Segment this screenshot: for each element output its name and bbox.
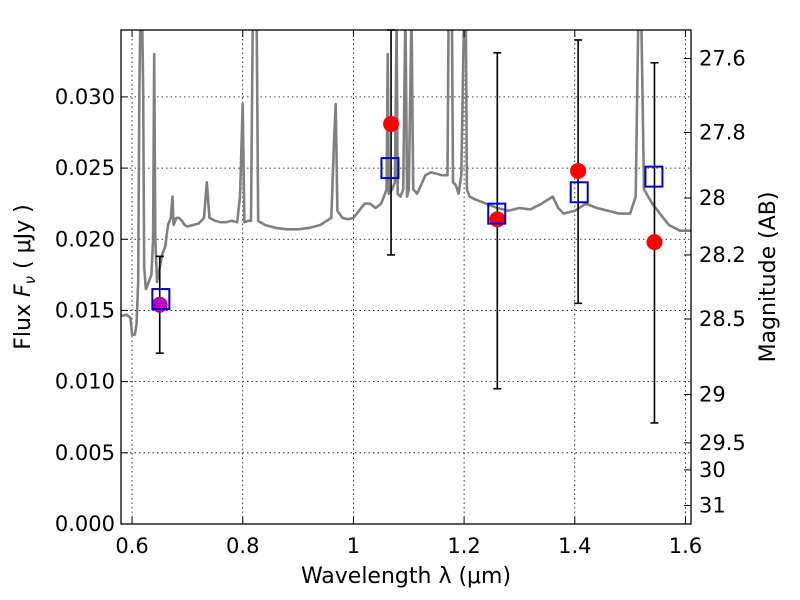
right-tick-label: 28.2 <box>699 243 746 267</box>
x-tick-label: 1.6 <box>669 534 702 558</box>
right-tick-label: 29.5 <box>699 431 746 455</box>
observed-point <box>383 115 400 132</box>
right-tick-label: 28.5 <box>699 307 746 331</box>
y-tick-label: 0.010 <box>55 370 115 394</box>
model-photometry-square <box>644 165 664 188</box>
observed-point <box>570 162 587 179</box>
y-label-suffix: ( μJy ) <box>11 204 36 276</box>
model-photometry-square <box>151 288 171 311</box>
x-tick-label: 1 <box>347 534 360 558</box>
y-tick-label: 0.030 <box>55 85 115 109</box>
y-tick-label: 0.025 <box>55 156 115 180</box>
y-axis-right-ticks: 27.6 27.8 28 28.2 28.5 29 29.5 30 31 <box>684 46 746 517</box>
x-tick-label: 1.2 <box>447 534 480 558</box>
y-tick-label: 0.015 <box>55 298 115 322</box>
y-axis-left-ticks: 0.000 0.005 0.010 0.015 0.020 0.025 0.030 <box>55 85 128 536</box>
right-tick-label: 30 <box>699 458 726 482</box>
y-axis-left-title: Flux Fν ( μJy ) <box>11 204 39 349</box>
right-tick-label: 31 <box>699 493 726 517</box>
right-tick-label: 27.6 <box>699 46 746 70</box>
x-tick-label: 0.8 <box>226 534 259 558</box>
model-photometry-square <box>487 202 507 225</box>
model-photometry-square <box>569 181 589 204</box>
x-tick-label: 1.4 <box>558 534 591 558</box>
y-label-symbol: F <box>11 284 36 297</box>
model-spectrum-series <box>121 30 691 336</box>
model-photometry-square <box>380 157 400 180</box>
observed-point <box>646 234 663 251</box>
y-tick-label: 0.005 <box>55 441 115 465</box>
y-label-prefix: Flux <box>11 297 36 350</box>
right-tick-label: 29 <box>699 382 726 406</box>
x-axis-title: Wavelength λ (μm) <box>301 564 511 589</box>
y-tick-label: 0.000 <box>55 512 115 536</box>
model-spectrum-line <box>121 30 691 336</box>
y-axis-right-title: Magnitude (AB) <box>756 192 781 363</box>
y-label-subscript: ν <box>21 276 39 284</box>
x-axis-ticks: 0.6 0.8 1 1.2 1.4 1.6 <box>115 30 702 558</box>
x-tick-label: 0.6 <box>115 534 148 558</box>
plot-frame <box>120 29 692 525</box>
model-photometry-series <box>151 157 664 311</box>
right-tick-label: 27.8 <box>699 121 746 145</box>
y-tick-label: 0.020 <box>55 227 115 251</box>
right-tick-label: 28 <box>699 186 726 210</box>
